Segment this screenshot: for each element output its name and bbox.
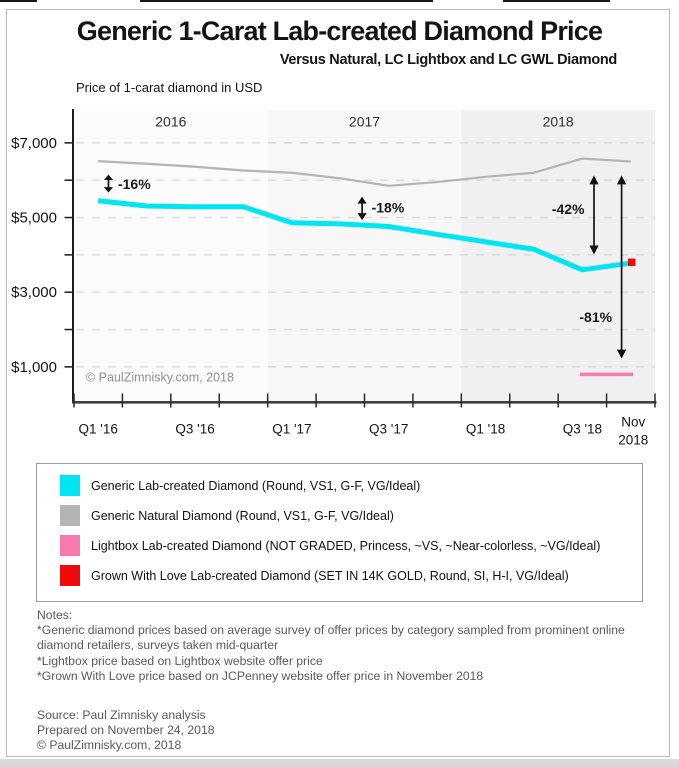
annotation--81%: -81% xyxy=(579,175,627,359)
series-grown-with-love xyxy=(628,258,636,267)
annotation--18%: -18% xyxy=(357,196,405,221)
bottom-edge-artifact xyxy=(0,759,679,767)
legend-item-lightbox: Lightbox Lab-created Diamond (NOT GRADED… xyxy=(60,535,600,556)
svg-text:-16%: -16% xyxy=(118,176,151,192)
spacer xyxy=(37,684,664,708)
svg-text:Nov: Nov xyxy=(621,415,645,430)
axes xyxy=(64,109,657,408)
svg-text:Q1 '17: Q1 '17 xyxy=(272,422,311,437)
svg-text:2016: 2016 xyxy=(155,114,186,130)
chart-legend: Generic Lab-created Diamond (Round, VS1,… xyxy=(36,463,643,602)
page-title: Generic 1-Carat Lab-created Diamond Pric… xyxy=(76,16,603,46)
legend-item-grown-with-love: Grown With Love Lab-created Diamond (SET… xyxy=(60,565,569,586)
top-edge-artifact xyxy=(140,0,433,2)
lightbox-swatch-icon xyxy=(60,535,80,556)
svg-text:Q3 '17: Q3 '17 xyxy=(369,422,408,437)
notes-heading: Notes: xyxy=(37,608,73,622)
annotation--16%: -16% xyxy=(103,174,151,193)
legend-label: Lightbox Lab-created Diamond (NOT GRADED… xyxy=(91,538,601,553)
grown-with-love-swatch-icon xyxy=(60,565,80,586)
svg-text:$3,000: $3,000 xyxy=(11,284,57,301)
source-line: Source: Paul Zimnisky analysis xyxy=(37,708,206,723)
svg-text:$7,000: $7,000 xyxy=(11,135,57,152)
price-chart-svg: 2016 2017 2018 $7,000 $5,000 $3,000 $1,000 Q1 '… xyxy=(11,109,657,448)
svg-text:-42%: -42% xyxy=(552,201,585,217)
legend-item-generic-natural: Generic Natural Diamond (Round, VS1, G-F… xyxy=(60,505,394,526)
note-line: *Generic diamond prices based on average… xyxy=(37,623,625,653)
svg-text:Q1 '16: Q1 '16 xyxy=(79,422,118,437)
note-line: *Grown With Love price based on JCPenney… xyxy=(37,668,484,683)
series-generic-natural xyxy=(98,157,631,187)
prepared-line: Prepared on November 24, 2018 xyxy=(37,723,215,738)
series-generic-lab-created xyxy=(97,198,632,273)
notes-block: Notes: *Generic diamond prices based on … xyxy=(37,608,664,754)
svg-text:Q3 '18: Q3 '18 xyxy=(563,422,602,437)
year-bands: 2016 2017 2018 xyxy=(74,110,655,402)
svg-text:© PaulZimnisky.com, 2018: © PaulZimnisky.com, 2018 xyxy=(86,371,234,385)
svg-text:-18%: -18% xyxy=(372,199,405,215)
svg-text:Q1 '18: Q1 '18 xyxy=(466,422,505,437)
legend-label: Generic Natural Diamond (Round, VS1, G-F… xyxy=(91,508,394,523)
annotation--42%: -42% xyxy=(552,175,599,255)
svg-text:2018: 2018 xyxy=(543,114,574,130)
svg-text:2017: 2017 xyxy=(349,114,380,130)
svg-text:-81%: -81% xyxy=(579,309,612,325)
svg-text:$5,000: $5,000 xyxy=(11,210,57,227)
gridlines xyxy=(76,142,655,368)
legend-item-generic-lab-created: Generic Lab-created Diamond (Round, VS1,… xyxy=(60,475,420,496)
y-axis-title: Price of 1-carat diamond in USD xyxy=(76,80,263,95)
y-axis-labels: $7,000 $5,000 $3,000 $1,000 xyxy=(11,135,57,376)
copyright-line: © PaulZimnisky.com, 2018 xyxy=(37,738,182,753)
legend-label: Grown With Love Lab-created Diamond (SET… xyxy=(91,568,569,583)
svg-text:2018: 2018 xyxy=(618,433,648,448)
generic-natural-swatch-icon xyxy=(60,505,80,526)
note-line: *Lightbox price based on Lightbox websit… xyxy=(37,653,323,668)
legend-label: Generic Lab-created Diamond (Round, VS1,… xyxy=(91,478,421,493)
plot-watermark: © PaulZimnisky.com, 2018 xyxy=(86,371,234,385)
svg-text:$1,000: $1,000 xyxy=(11,359,57,376)
top-edge-artifact xyxy=(0,0,37,2)
x-axis-labels: Q1 '16 Q3 '16 Q1 '17 Q3 '17 Q1 '18 Q3 '18 Nov 2… xyxy=(79,415,649,448)
generic-lab-created-swatch-icon xyxy=(60,475,80,496)
page-subtitle: Versus Natural, LC Lightbox and LC GWL D… xyxy=(279,52,617,68)
svg-text:Q3 '16: Q3 '16 xyxy=(175,422,214,437)
top-edge-artifact xyxy=(503,0,610,2)
